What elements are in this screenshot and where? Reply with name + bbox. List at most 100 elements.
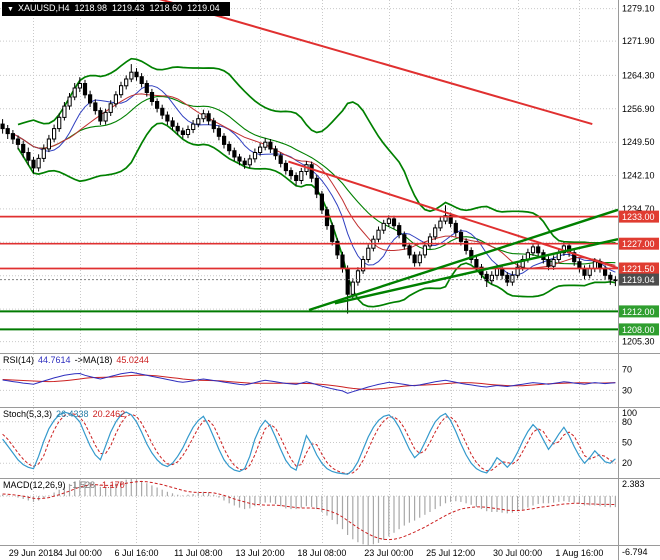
candle-body xyxy=(484,273,489,282)
candle-body xyxy=(551,259,556,267)
candle-body xyxy=(180,130,186,135)
resistance-price-label: 1227.00 xyxy=(622,239,655,249)
descending-trendline[interactable] xyxy=(155,0,593,126)
candle-body xyxy=(119,85,124,96)
time-axis[interactable]: 29 Jun 2018 4 Jul 00:00 6 Jul 16:00 11 Jul … xyxy=(9,548,604,558)
candle-body xyxy=(185,129,191,135)
candle-body xyxy=(355,270,361,283)
chart-title-bar: ▼ XAUUSD,H4 1218.98 1219.43 1218.60 1219.04 xyxy=(2,2,230,16)
resistance-price-label-bg xyxy=(619,210,659,223)
candle-body xyxy=(247,158,252,166)
dropdown-arrow-icon[interactable]: ▼ xyxy=(7,6,14,13)
stoch-label: Stoch(5,3,3) xyxy=(3,409,53,419)
candle-body xyxy=(448,215,453,224)
candle-body xyxy=(201,113,206,120)
candle-body xyxy=(407,245,412,256)
candle-body xyxy=(381,222,386,231)
support-price-label-bg xyxy=(619,323,659,336)
candle-body xyxy=(108,103,113,113)
price-scale-label: 1256.90 xyxy=(622,104,655,114)
price-scale-label: 1242.10 xyxy=(622,171,655,181)
ascending-trendline[interactable] xyxy=(334,238,619,305)
candle-body xyxy=(505,274,510,283)
candle-body xyxy=(139,76,144,84)
candle-body xyxy=(165,114,170,122)
candle-body xyxy=(587,268,592,276)
candle-body xyxy=(216,128,222,137)
candle-body xyxy=(242,160,247,166)
candle-body xyxy=(206,113,211,122)
candle-body xyxy=(299,171,304,181)
rsi-plot xyxy=(2,371,616,394)
current-price-label: 1219.04 xyxy=(622,275,655,285)
candle-body xyxy=(536,246,541,254)
candle-body xyxy=(350,281,355,295)
macd-value: -1.528 xyxy=(69,480,96,490)
candle-body xyxy=(433,227,438,238)
stoch-value: 26.4338 xyxy=(56,409,89,419)
candle-body xyxy=(489,274,494,282)
stochastic-indicator-header: Stoch(5,3,3) 26.4338 20.2462 xyxy=(3,409,129,419)
candle-body xyxy=(340,254,345,269)
candle-body xyxy=(98,110,103,122)
candle-body xyxy=(603,268,608,276)
candle-body xyxy=(273,148,278,157)
current-price-label-bg xyxy=(619,273,659,286)
candle-body xyxy=(170,120,175,127)
rsi-ma-label: ->MA(18) xyxy=(74,355,113,365)
candle-body xyxy=(294,175,299,181)
ascending-trendline[interactable] xyxy=(308,208,619,312)
candle-body xyxy=(520,259,525,268)
candle-body xyxy=(103,111,108,122)
candle-body xyxy=(592,261,597,270)
resistance-price-label: 1221.50 xyxy=(622,264,655,274)
candle-body xyxy=(417,254,422,264)
candle-body xyxy=(258,146,263,154)
time-axis-label: 13 Jul 20:00 xyxy=(236,548,285,558)
candle-body xyxy=(268,141,273,150)
candle-body xyxy=(10,133,16,140)
candle-body xyxy=(67,96,72,107)
stoch-scale-label: 100 xyxy=(622,408,637,418)
candle-body xyxy=(0,123,5,130)
time-axis-label: 11 Jul 08:00 xyxy=(174,548,222,558)
candle-body xyxy=(124,78,129,87)
candle-body xyxy=(21,143,26,153)
ohlc-close: 1219.04 xyxy=(187,3,220,13)
candle-body xyxy=(149,92,155,102)
candle-body xyxy=(427,236,433,247)
price-scale[interactable]: 1279.10 1271.90 1264.30 1256.90 1249.50 1242.… xyxy=(619,4,659,347)
macd-indicator-header: MACD(12,26,9) -1.528 -1.170 xyxy=(3,480,129,490)
candle-body xyxy=(474,259,479,268)
time-axis-label: 30 Jul 00:00 xyxy=(493,548,542,558)
time-axis-label: 4 Jul 00:00 xyxy=(58,548,102,558)
candle-body xyxy=(324,209,330,227)
candle-body xyxy=(31,159,36,169)
candle-body xyxy=(458,231,464,242)
candle-body xyxy=(530,246,536,254)
candle-body xyxy=(222,135,227,145)
ohlc-open: 1218.98 xyxy=(74,3,107,13)
macd-plot xyxy=(1,479,617,545)
candle-body xyxy=(402,234,407,247)
rsi-value: 44.7614 xyxy=(38,355,71,365)
candle-body xyxy=(41,148,46,159)
ohlc-low: 1218.60 xyxy=(149,3,183,13)
candle-body xyxy=(196,118,201,125)
rsi-indicator-header: RSI(14) 44.7614 ->MA(18) 45.0244 xyxy=(3,355,153,365)
time-axis-label: 18 Jul 08:00 xyxy=(297,548,346,558)
candle-body xyxy=(546,259,551,267)
candle-body xyxy=(361,259,366,272)
candle-body xyxy=(155,101,160,109)
stoch-scale-label: 20 xyxy=(622,458,632,468)
stoch-scale-label: 80 xyxy=(622,417,632,427)
descending-trendline[interactable] xyxy=(288,160,619,270)
price-scale-label: 1234.70 xyxy=(622,204,655,214)
candle-body xyxy=(412,254,417,264)
time-axis-label: 23 Jul 00:00 xyxy=(364,548,413,558)
candle-body xyxy=(608,274,613,281)
candle-body xyxy=(46,138,51,150)
time-axis-label: 25 Jul 12:00 xyxy=(426,548,475,558)
macd-scale-max-label: 2.383 xyxy=(622,479,645,489)
